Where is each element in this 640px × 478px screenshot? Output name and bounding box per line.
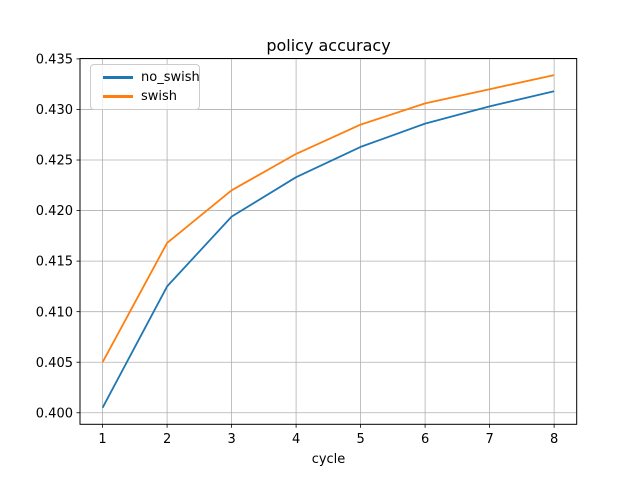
chart-title: policy accuracy bbox=[266, 36, 391, 55]
legend-item: swish bbox=[103, 87, 199, 106]
x-tick-label: 3 bbox=[227, 432, 235, 447]
legend-line-swatch bbox=[103, 95, 133, 98]
series-line-no_swish bbox=[101, 90, 555, 409]
x-tick-label: 8 bbox=[550, 432, 558, 447]
x-tick-label: 1 bbox=[98, 432, 106, 447]
y-tick-label: 0.415 bbox=[36, 255, 73, 270]
x-tick-label: 7 bbox=[485, 432, 493, 447]
legend-label: no_swish bbox=[141, 70, 200, 85]
x-tick-label: 4 bbox=[292, 432, 300, 447]
y-tick-label: 0.430 bbox=[36, 103, 73, 118]
x-tick-label: 2 bbox=[163, 432, 171, 447]
y-tick-label: 0.435 bbox=[36, 53, 73, 68]
series-line-swish bbox=[101, 74, 555, 363]
y-tick-label: 0.405 bbox=[36, 356, 73, 371]
y-tick-label: 0.400 bbox=[36, 406, 73, 421]
y-tick-label: 0.410 bbox=[36, 305, 73, 320]
legend-label: swish bbox=[141, 89, 178, 104]
y-tick-label: 0.425 bbox=[36, 154, 73, 169]
x-axis-label: cycle bbox=[311, 452, 346, 467]
y-tick-label: 0.420 bbox=[36, 204, 73, 219]
x-tick-label: 6 bbox=[421, 432, 429, 447]
legend-line-swatch bbox=[103, 76, 133, 79]
x-tick-label: 5 bbox=[356, 432, 364, 447]
axes-spines bbox=[79, 58, 578, 425]
legend-item: no_swish bbox=[103, 68, 200, 87]
